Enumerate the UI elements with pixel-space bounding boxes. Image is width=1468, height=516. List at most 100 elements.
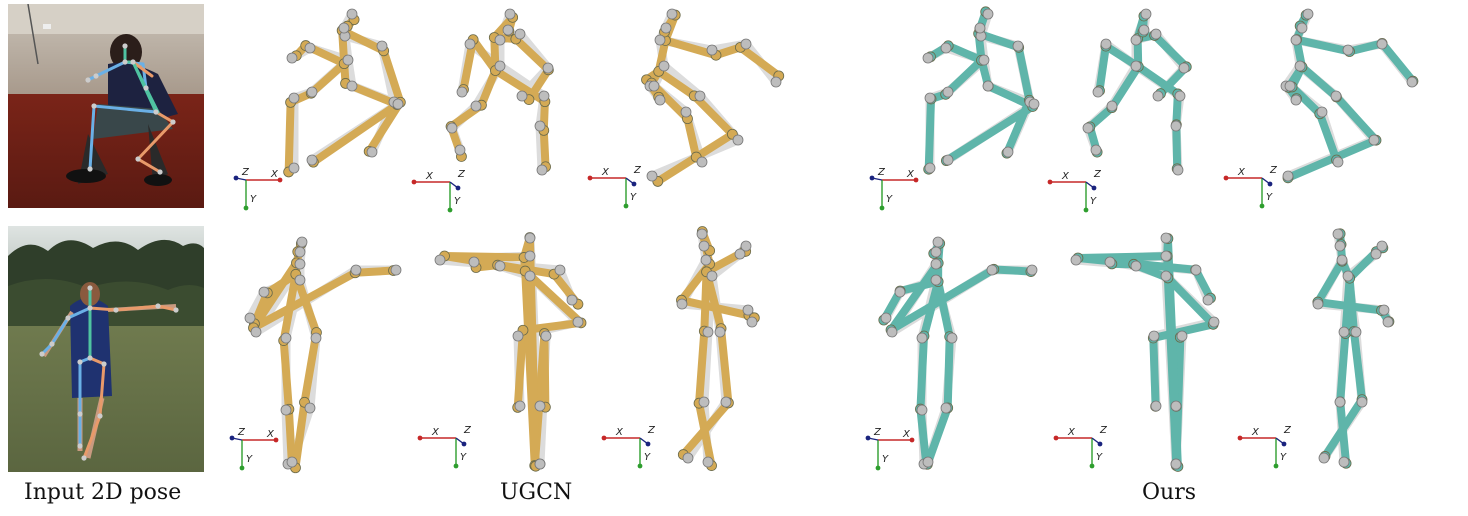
gt-joint (538, 90, 550, 102)
pred-bone (1288, 82, 1324, 118)
gt-joint (1342, 44, 1354, 56)
axis-gizmo: X Y Z (1237, 425, 1292, 469)
gt-joint (1160, 270, 1172, 282)
gt-joint (366, 146, 378, 158)
pred-bone (1172, 120, 1182, 173)
pred-bone (1292, 35, 1354, 56)
axis-x-label: X (270, 169, 279, 180)
gt-joint (942, 154, 954, 166)
ugcn-row2-panel-3: X Y Z (601, 226, 760, 471)
axis-z-label: Z (457, 169, 466, 180)
gt-joint (306, 154, 318, 166)
axis-z-tip (461, 441, 467, 447)
gt-joint (294, 274, 306, 286)
gt-joint (646, 170, 658, 182)
gt-joint (258, 286, 270, 298)
gt-joint (1318, 452, 1330, 464)
gt-joint (534, 458, 546, 470)
axis-z-label: Z (1269, 165, 1278, 176)
ours-row2-panel-3: X Y Z (1237, 228, 1395, 469)
axis-gizmo: X Y Z (1223, 165, 1278, 209)
axis-z-tip (1267, 181, 1273, 187)
axis-y-tip (453, 463, 459, 469)
input-photo-row1 (8, 4, 204, 208)
gt-joint (296, 236, 308, 248)
pred-bone (1134, 62, 1182, 98)
gt-joint (942, 86, 954, 98)
axis-y-tip (879, 205, 885, 211)
gt-joint (376, 40, 388, 52)
gt-joint (986, 264, 998, 276)
gt-joint (1190, 264, 1202, 276)
gt-joint (1334, 396, 1346, 408)
gt-joint (1202, 294, 1214, 306)
gt-joint (886, 326, 898, 338)
gt-joint (540, 330, 552, 342)
axis-y-label: Y (882, 454, 889, 465)
axis-x-tip (1237, 435, 1243, 441)
ours-row1-panel-1: X Y Z (869, 6, 1040, 211)
pred-bone (702, 267, 726, 333)
pred-bone (291, 398, 309, 472)
gt-joint (294, 246, 306, 258)
gt-joint (1376, 38, 1388, 50)
pred-bone (736, 43, 783, 80)
gt-joint (720, 396, 732, 408)
gt-joint (286, 456, 298, 468)
gt-joint (494, 260, 506, 272)
gt-joint (648, 80, 660, 92)
gt-joint (1106, 100, 1118, 112)
gt-joint (434, 254, 446, 266)
axis-y-label: Y (460, 452, 467, 463)
gt-joint (524, 270, 536, 282)
axis-x-label: X (1237, 167, 1246, 178)
axis-z-tip (1281, 441, 1287, 447)
gt-joint (534, 120, 546, 132)
pose-2d-overlay-row2 (40, 286, 178, 460)
pred-bone (942, 102, 1037, 165)
gt-joint (1356, 396, 1368, 408)
gt-joint (338, 22, 350, 34)
axis-z-label: Z (1093, 169, 1102, 180)
gt-joint (916, 332, 928, 344)
pred-bone (539, 126, 550, 171)
gt-joint (770, 76, 782, 88)
gt-joint (294, 258, 306, 270)
pred-bone (513, 326, 527, 412)
gt-joint (982, 8, 994, 20)
pred-bone (989, 265, 1035, 276)
pred-bone (717, 324, 733, 407)
gt-joint (922, 456, 934, 468)
gt-joint (470, 100, 482, 112)
gt-joint (746, 316, 758, 328)
pred-bone (477, 66, 500, 110)
gt-joint (536, 164, 548, 176)
gt-joint (982, 80, 994, 92)
gt-joint (740, 38, 752, 50)
pred-bone (919, 277, 943, 341)
pred-bone (279, 270, 300, 345)
gt-joint (310, 332, 322, 344)
pred-bone (1149, 333, 1160, 411)
gt-joint (734, 248, 746, 260)
pred-bone (379, 46, 405, 107)
gt-joint (1338, 456, 1350, 468)
gt-joint (572, 316, 584, 328)
axis-gizmo: X Y Z (1047, 169, 1102, 213)
gt-joint (702, 326, 714, 338)
gt-joint (1070, 254, 1082, 266)
axis-y-tip (623, 203, 629, 209)
gt-joint (1282, 170, 1294, 182)
ugcn-row1-panel-1: X Y Z (233, 8, 406, 211)
gt-joint (250, 326, 262, 338)
pred-bone (934, 277, 954, 341)
gt-joint (1302, 8, 1314, 20)
gt-joint (930, 246, 942, 258)
pred-bone (654, 67, 699, 100)
pred-bone (923, 403, 952, 469)
gt-joint (280, 404, 292, 416)
axis-x-tip (1053, 435, 1059, 441)
axis-x-tip (273, 437, 279, 443)
axis-x-tip (909, 437, 915, 443)
